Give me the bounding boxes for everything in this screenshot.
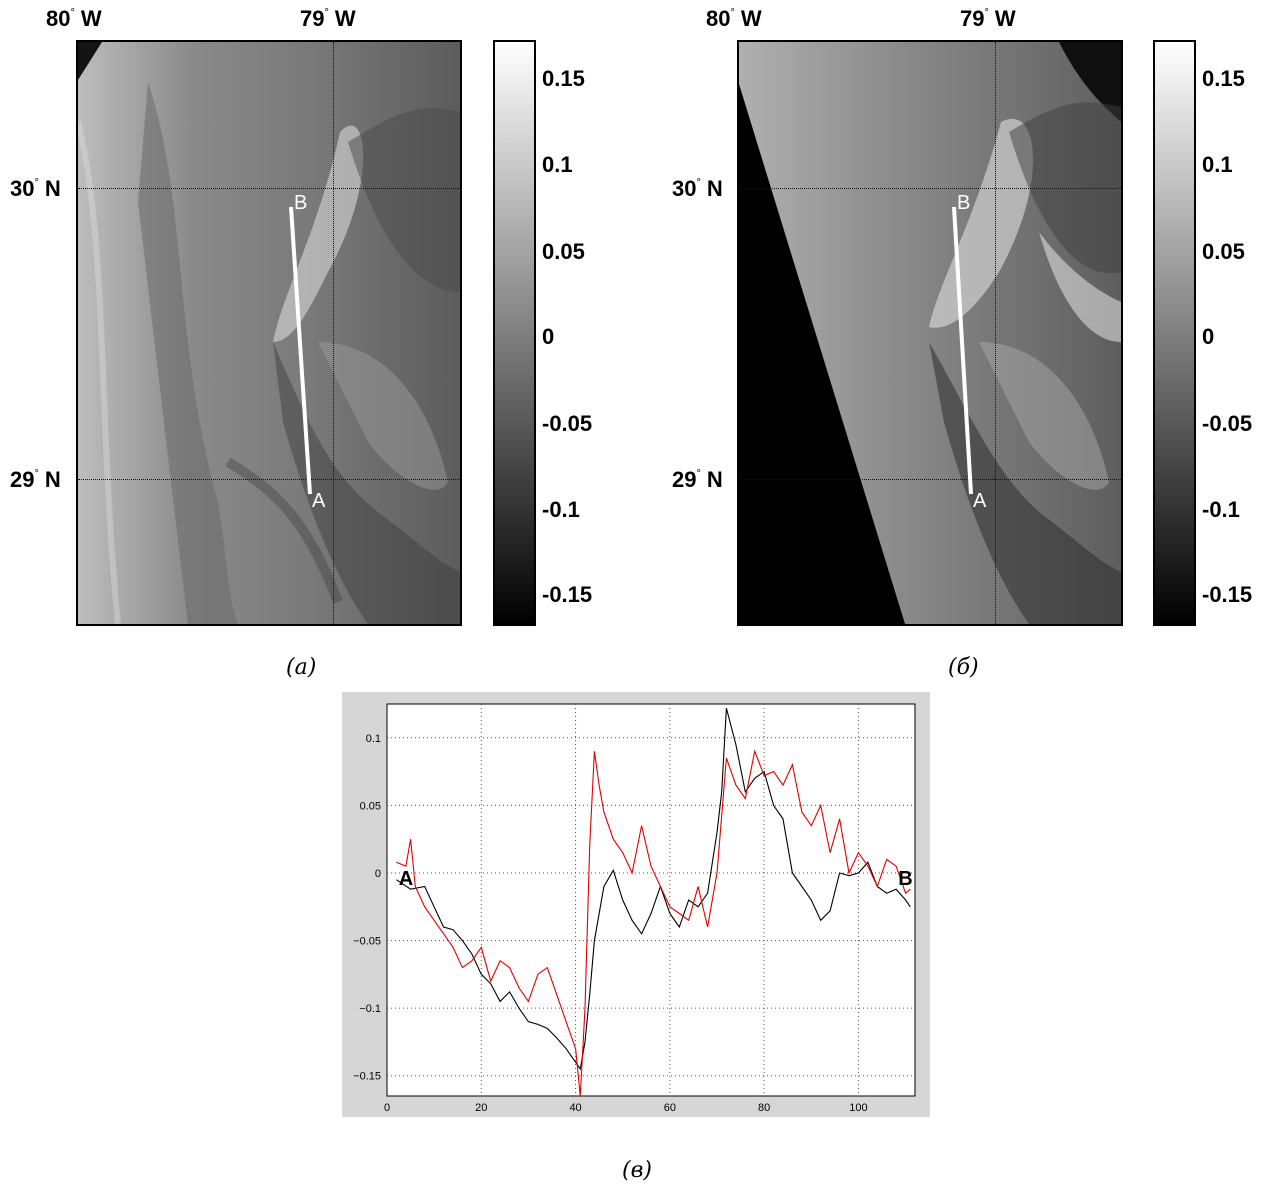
- colorbar-tick: 0.05: [1202, 239, 1245, 264]
- transect-end-label: B: [294, 192, 308, 214]
- transect-end-label: B: [957, 192, 971, 214]
- colorbar-tick: -0.05: [542, 411, 593, 436]
- colorbar-tick: -0.1: [1202, 497, 1240, 522]
- endpoint-label-end: B: [898, 868, 912, 890]
- x-tick-label: 60: [664, 1102, 676, 1114]
- lon-label-80w: 80° W: [46, 6, 102, 31]
- lat-label-29n: 29° N: [672, 467, 723, 492]
- lon-label-80w: 80° W: [706, 6, 762, 31]
- endpoint-label-start: A: [399, 868, 413, 890]
- transect-start-label: A: [973, 490, 987, 512]
- y-tick-label: 0.05: [360, 800, 381, 812]
- x-tick-label: 80: [758, 1102, 770, 1114]
- y-tick-label: −0.15: [353, 1071, 381, 1083]
- grid-parallel-30n: [739, 188, 1121, 189]
- x-tick-label: 100: [849, 1102, 867, 1114]
- series-line-0: [396, 707, 911, 1071]
- colorbar-tick: 0.1: [1202, 152, 1233, 177]
- colorbar-tick: -0.05: [1202, 411, 1253, 436]
- lon-label-79w: 79° W: [960, 6, 1016, 31]
- colorbar-tick: -0.15: [1202, 582, 1253, 607]
- colorbar-tick: -0.15: [542, 582, 593, 607]
- grid-meridian-79w: [995, 42, 996, 624]
- transect-start-label: A: [312, 490, 326, 512]
- caption-b: (б): [948, 655, 979, 680]
- colorbar-tick: 0: [542, 324, 555, 349]
- lat-label-30n: 30° N: [10, 176, 61, 201]
- lat-label-29n: 29° N: [10, 467, 61, 492]
- colorbar-b: [1153, 40, 1196, 626]
- grid-parallel-30n: [78, 188, 460, 189]
- x-tick-label: 0: [384, 1102, 390, 1114]
- colorbar-a: [493, 40, 536, 626]
- caption-c: (в): [622, 1158, 652, 1183]
- grid-parallel-29n: [78, 479, 460, 480]
- radar-image-b: B A: [737, 40, 1123, 626]
- radar-image-a: B A: [76, 40, 462, 626]
- y-tick-label: −0.1: [359, 1003, 381, 1015]
- transect-line-b: [952, 206, 973, 495]
- grid-parallel-29n: [739, 479, 1121, 480]
- lat-label-30n: 30° N: [672, 176, 723, 201]
- colorbar-tick: -0.1: [542, 497, 580, 522]
- x-tick-label: 40: [569, 1102, 581, 1114]
- caption-a: (a): [286, 655, 317, 680]
- transect-line-a: [289, 206, 312, 495]
- y-tick-label: 0.1: [366, 733, 381, 745]
- x-tick-label: 20: [475, 1102, 487, 1114]
- line-chart: 0 20 40 60 80 100 0.1 0.05 0 −0.05 −0.1 −0.15 A B: [353, 703, 916, 1114]
- colorbar-tick: 0.15: [1202, 66, 1245, 91]
- y-tick-label: 0: [375, 868, 381, 880]
- colorbar-tick: 0: [1202, 324, 1215, 349]
- colorbar-tick: 0.1: [542, 152, 573, 177]
- y-tick-label: −0.05: [353, 936, 381, 948]
- plot-area: [386, 703, 916, 1097]
- grid-meridian-79w: [333, 42, 334, 624]
- colorbar-tick: 0.05: [542, 239, 585, 264]
- lon-label-79w: 79° W: [300, 6, 356, 31]
- radar-texture-b: [739, 42, 1121, 624]
- colorbar-tick: 0.15: [542, 66, 585, 91]
- series-line-1: [396, 749, 911, 1097]
